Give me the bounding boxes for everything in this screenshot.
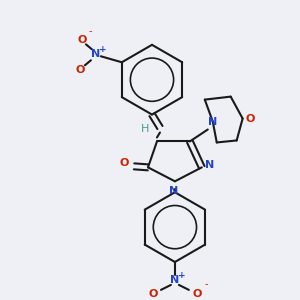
Text: O: O bbox=[148, 289, 158, 299]
Text: +: + bbox=[99, 45, 107, 54]
Text: +: + bbox=[178, 272, 186, 280]
Text: -: - bbox=[204, 279, 208, 289]
Text: N: N bbox=[170, 275, 179, 285]
Text: -: - bbox=[88, 26, 92, 36]
Text: O: O bbox=[75, 65, 85, 75]
Text: N: N bbox=[169, 186, 178, 196]
Text: O: O bbox=[192, 289, 202, 299]
Text: N: N bbox=[91, 49, 101, 59]
Text: O: O bbox=[77, 35, 87, 45]
Text: O: O bbox=[119, 158, 129, 168]
Text: N: N bbox=[208, 116, 218, 127]
Text: O: O bbox=[246, 113, 255, 124]
Text: N: N bbox=[205, 160, 214, 170]
Text: H: H bbox=[141, 124, 149, 134]
